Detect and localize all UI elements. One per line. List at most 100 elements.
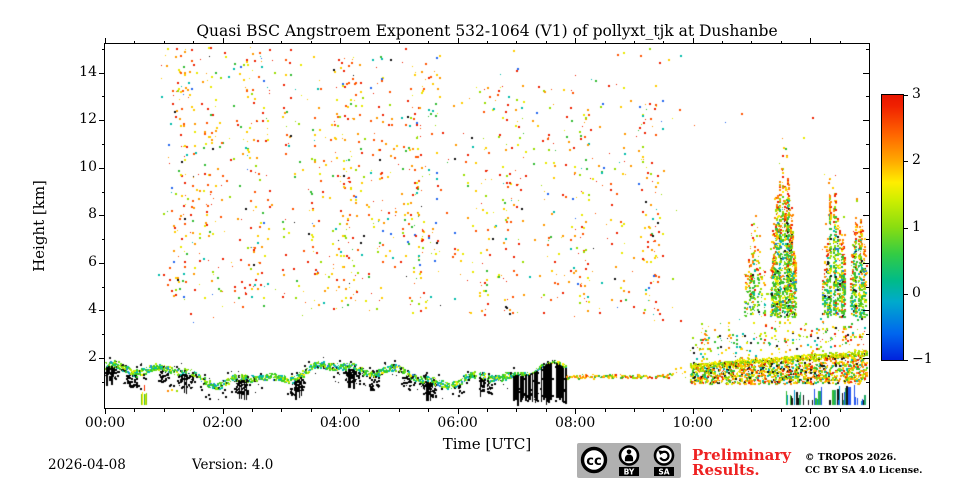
colorbar-tick <box>903 95 908 96</box>
x-minor-tick-top <box>251 40 253 44</box>
colorbar-tick-label: −1 <box>912 351 933 367</box>
x-major-tick <box>575 408 577 414</box>
y-minor-tick <box>101 96 105 98</box>
x-minor-tick <box>310 408 312 412</box>
y-major-tick <box>99 310 105 312</box>
x-tick-label: 10:00 <box>672 415 713 431</box>
plot-title: Quasi BSC Angstroem Exponent 532-1064 (V… <box>196 22 778 40</box>
x-major-tick-top <box>692 38 694 44</box>
svg-text:SA: SA <box>658 467 669 476</box>
plot-canvas <box>105 44 869 408</box>
preliminary-results-note: Preliminary Results. <box>692 446 791 479</box>
y-minor-tick <box>101 143 105 145</box>
colorbar-gradient <box>882 95 903 360</box>
colorbar-tick <box>903 161 908 163</box>
x-tick-label: 08:00 <box>554 415 596 431</box>
x-minor-tick-top <box>545 40 547 44</box>
colorbar-tick <box>903 227 908 229</box>
x-minor-tick-top <box>839 40 841 44</box>
y-major-tick <box>99 262 105 264</box>
x-minor-tick <box>751 408 753 412</box>
x-minor-tick <box>663 408 665 412</box>
colorbar-tick-label: 1 <box>912 218 921 235</box>
x-major-tick <box>457 408 459 414</box>
y-major-tick <box>99 215 105 217</box>
x-minor-tick-top <box>310 40 312 44</box>
x-minor-tick <box>369 408 371 412</box>
x-major-tick-top <box>575 38 577 44</box>
x-major-tick-top <box>457 38 459 44</box>
x-minor-tick <box>251 408 253 412</box>
y-minor-tick-right <box>865 143 869 145</box>
y-major-tick <box>99 167 105 169</box>
x-minor-tick <box>839 408 841 412</box>
x-major-tick <box>222 408 224 414</box>
y-minor-tick-right <box>865 334 869 336</box>
license-note: CC BY SA 4.0 License. <box>805 465 923 476</box>
x-minor-tick <box>604 408 606 412</box>
y-minor-tick <box>101 334 105 336</box>
svg-text:cc: cc <box>586 454 601 469</box>
colorbar-tick <box>903 293 908 295</box>
y-tick-label: 8 <box>88 206 97 223</box>
x-minor-tick <box>516 408 518 412</box>
x-tick-label: 04:00 <box>319 415 361 431</box>
x-major-tick <box>692 408 694 414</box>
x-major-tick-top <box>222 38 224 44</box>
x-axis-label: Time [UTC] <box>442 435 532 453</box>
colorbar-tick <box>903 360 908 361</box>
x-tick-label: 06:00 <box>437 415 478 431</box>
x-minor-tick <box>398 408 400 412</box>
x-major-tick-top <box>340 38 342 44</box>
y-axis-label: Height [km] <box>30 180 48 272</box>
x-major-tick <box>810 408 812 414</box>
y-minor-tick <box>101 239 105 241</box>
y-major-tick <box>99 358 105 360</box>
x-major-tick-top <box>810 38 812 44</box>
x-minor-tick <box>193 408 195 412</box>
x-tick-label: 02:00 <box>202 415 243 431</box>
y-tick-label: 10 <box>79 158 97 175</box>
y-minor-tick <box>101 48 105 50</box>
x-major-tick-top <box>105 38 106 44</box>
x-minor-tick-top <box>281 40 283 44</box>
x-minor-tick <box>281 408 283 412</box>
footer-version: Version: 4.0 <box>192 457 274 473</box>
y-minor-tick-right <box>865 191 869 193</box>
y-major-tick-right <box>863 120 869 122</box>
x-minor-tick-top <box>604 40 606 44</box>
y-minor-tick <box>101 191 105 193</box>
y-minor-tick <box>101 286 105 288</box>
sa-icon: SA <box>653 445 675 476</box>
y-major-tick-right <box>863 167 869 169</box>
y-major-tick <box>99 120 105 122</box>
y-major-tick-right <box>863 310 869 312</box>
svg-text:BY: BY <box>624 467 635 476</box>
y-minor-tick <box>101 381 105 383</box>
footer-date: 2026-04-08 <box>48 457 126 473</box>
x-tick-label: 12:00 <box>790 415 831 431</box>
x-minor-tick-top <box>633 40 635 44</box>
y-major-tick-right <box>863 72 869 74</box>
cc-icon: cc <box>580 446 608 474</box>
x-minor-tick-top <box>516 40 518 44</box>
y-tick-label: 6 <box>88 253 97 270</box>
x-minor-tick <box>428 408 430 412</box>
x-minor-tick-top <box>751 40 753 44</box>
colorbar-tick-label: 2 <box>912 152 921 169</box>
x-tick-label: 00:00 <box>84 415 126 431</box>
y-tick-label: 2 <box>88 349 97 366</box>
by-icon: BY <box>618 445 640 476</box>
y-minor-tick-right <box>865 48 869 50</box>
x-minor-tick <box>780 408 782 412</box>
y-major-tick-right <box>863 358 869 360</box>
colorbar <box>881 94 904 361</box>
x-minor-tick-top <box>398 40 400 44</box>
x-minor-tick-top <box>369 40 371 44</box>
x-minor-tick-top <box>780 40 782 44</box>
x-minor-tick <box>633 408 635 412</box>
y-tick-label: 12 <box>79 111 97 128</box>
x-minor-tick <box>134 408 136 412</box>
y-minor-tick-right <box>865 286 869 288</box>
